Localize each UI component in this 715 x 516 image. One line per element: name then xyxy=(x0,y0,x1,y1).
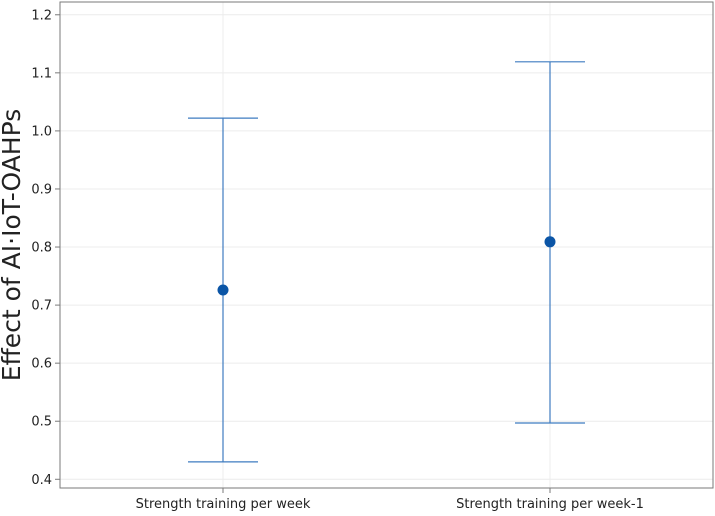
y-tick-label: 1.2 xyxy=(31,8,52,23)
y-axis: 0.4 0.5 0.6 0.7 0.8 0.9 1.0 1.1 1.2 xyxy=(31,8,60,488)
interval-group xyxy=(515,61,585,424)
plot-background xyxy=(60,2,713,488)
y-tick-label: 0.9 xyxy=(31,182,52,197)
point-estimate xyxy=(217,284,229,296)
plot-frame xyxy=(59,1,714,489)
y-tick-label: 0.7 xyxy=(31,299,52,314)
y-tick-label: 0.6 xyxy=(31,357,52,372)
x-category-label: Strength training per week-1 xyxy=(456,497,644,512)
y-tick-label: 0.8 xyxy=(31,241,52,256)
y-axis-title: Effect of AI·IoT-OAHPs xyxy=(0,109,26,382)
x-axis: Strength training per week Strength train… xyxy=(136,488,644,512)
interval-group xyxy=(188,117,258,463)
y-tick-label: 0.5 xyxy=(31,415,52,430)
point-estimate xyxy=(544,236,556,248)
interval-series xyxy=(188,61,585,463)
y-tick-label: 0.4 xyxy=(31,473,52,488)
y-tick-label: 1.1 xyxy=(31,66,52,81)
x-category-label: Strength training per week xyxy=(136,497,311,512)
y-tick-label: 1.0 xyxy=(31,124,52,139)
